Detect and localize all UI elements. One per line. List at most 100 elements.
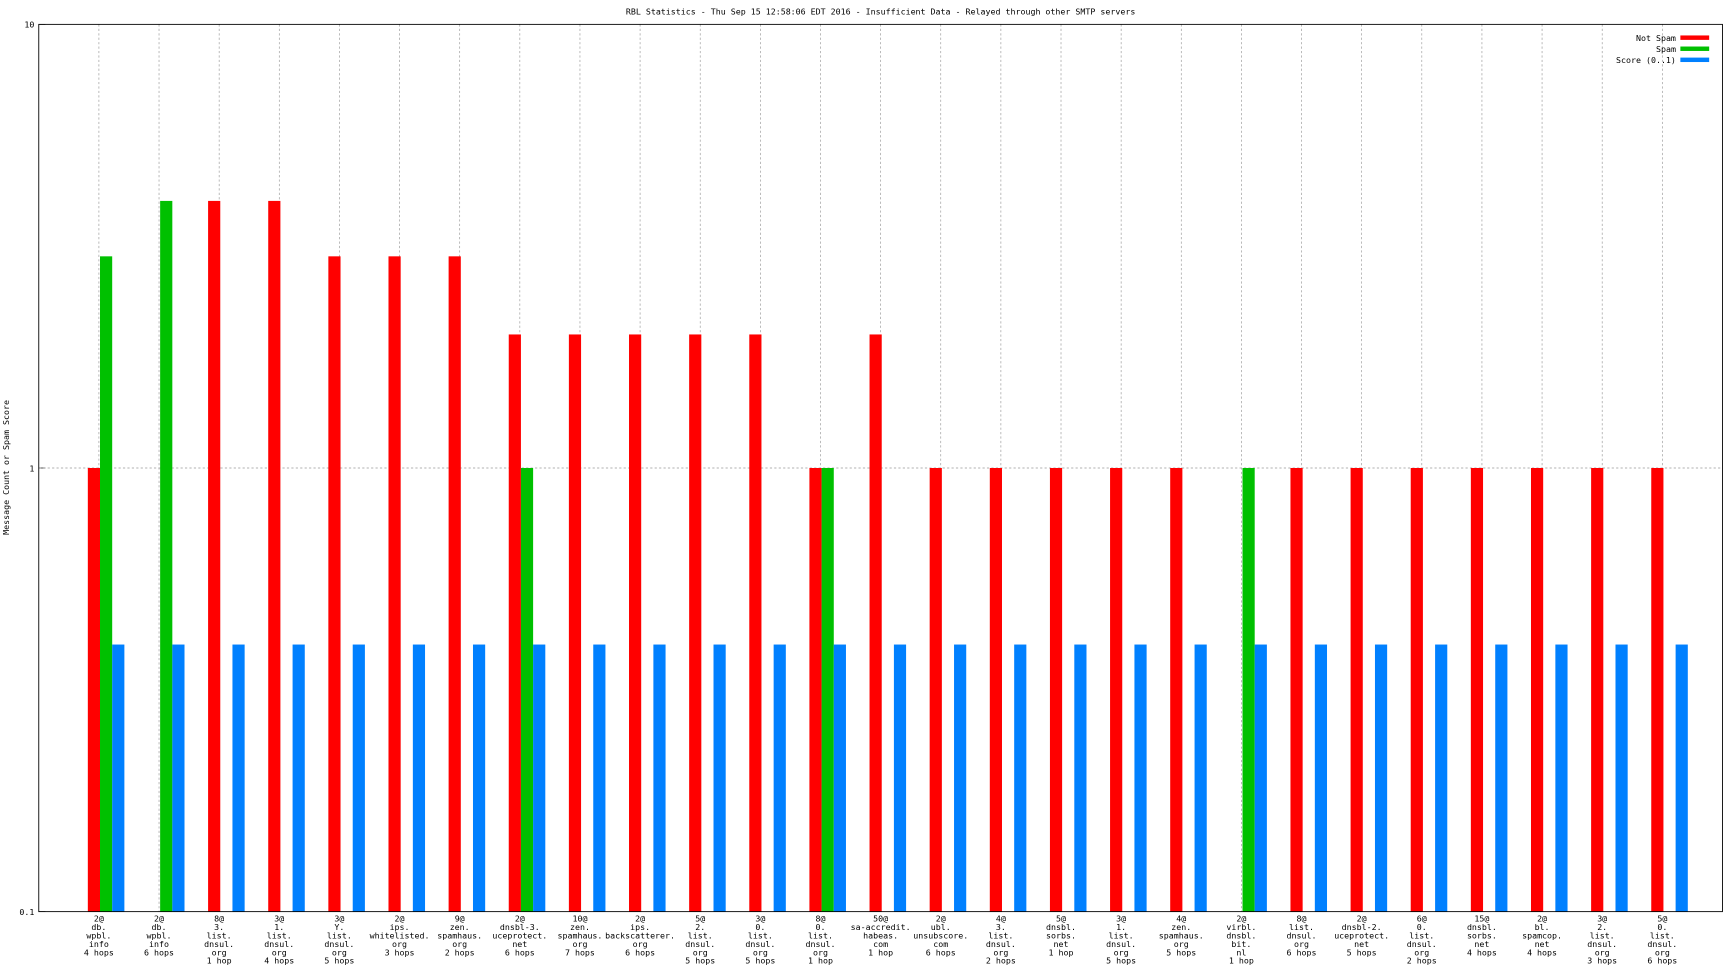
x-tick-label: dnsbl. [1046,922,1076,932]
x-tick-label: 2@ [936,914,946,924]
x-tick-label: list. [327,930,352,940]
x-tick-label: 4 hops [84,947,114,957]
bar [1194,644,1207,912]
bar [520,468,534,912]
plot-border [38,23,1723,913]
x-tick-label: 1 hop [1229,956,1254,966]
x-tick-label: 4 hops [1527,947,1557,957]
bar [593,644,606,912]
x-tick-label: sa-accredit. [851,922,911,932]
x-tick-label: 6 hops [144,947,174,957]
x-tick-label: list. [808,930,833,940]
x-tick-label: 2 hops [445,947,475,957]
x-tick-label: 8@ [214,914,224,924]
bar [1350,468,1363,912]
x-tick-label: 1 hop [207,956,232,966]
x-tick-label: list. [1409,930,1434,940]
bar [160,200,173,912]
y-tick-label: 0.1 [19,907,34,917]
x-tick-label: dnsul. [745,939,775,949]
x-tick-label: dnsul. [1587,939,1617,949]
bar [1170,468,1183,912]
bar [87,468,101,912]
bar [1495,644,1508,912]
x-tick-label: org [392,939,407,949]
x-tick-label: 0. [815,922,825,932]
bar [1242,468,1255,912]
x-tick-label: dnsul. [324,939,354,949]
x-tick-label: org [1114,947,1129,957]
x-tick-label: dnsul. [1106,939,1136,949]
x-tick-label: 3 hops [1587,956,1617,966]
x-tick-label: net [1535,939,1550,949]
bar [172,644,185,912]
bar [1470,468,1484,912]
bar [388,256,401,912]
x-tick-label: 50@ [873,914,888,924]
x-tick-label: 6 hops [926,947,956,957]
chart-title: RBL Statistics - Thu Sep 15 12:58:06 EDT… [626,6,1136,16]
legend-swatch [1680,57,1710,63]
x-tick-label: wpbl. [147,930,172,940]
x-tick-label: dnsul. [805,939,835,949]
x-tick-label: spamhaus. [437,930,482,940]
x-tick-label: 10@ [572,914,587,924]
bar [954,644,967,912]
x-tick-label: dnsbl-3. [500,922,540,932]
x-tick-label: 2 hops [1407,956,1437,966]
legend-label: Not Spam [1636,33,1676,43]
x-tick-label: sorbs. [1467,930,1497,940]
x-tick-label: 4@ [996,914,1006,924]
x-tick-label: 6 hops [505,947,535,957]
bar [749,334,762,912]
x-tick-label: spamhaus. [557,930,602,940]
x-tick-label: 7 hops [565,947,595,957]
x-tick-label: list. [1109,930,1134,940]
bar [989,468,1002,912]
x-tick-label: 4@ [1176,914,1186,924]
x-tick-label: org [212,947,227,957]
x-tick-label: zen. [570,922,590,932]
x-tick-label: ubl. [931,922,951,932]
x-tick-label: org [452,939,467,949]
x-tick-label: db. [152,922,167,932]
x-tick-label: 5 hops [745,956,775,966]
x-tick-label: 2@ [94,914,104,924]
bar [533,644,546,912]
x-tick-label: 2. [695,922,705,932]
x-tick-label: 2@ [1357,914,1367,924]
x-tick-label: 6@ [1417,914,1427,924]
bar [1530,468,1544,912]
x-tick-label: ips. [390,922,410,932]
x-tick-label: list. [1650,930,1675,940]
x-tick-label: 3 hops [385,947,415,957]
x-tick-label: 5 hops [1106,956,1136,966]
bar [893,644,907,912]
x-tick-label: org [813,947,828,957]
x-tick-label: 2 hops [986,956,1016,966]
x-tick-label: list. [988,930,1013,940]
x-tick-label: dnsul. [1407,939,1437,949]
bar [268,200,281,912]
x-tick-label: list. [688,930,713,940]
x-tick-label: 6 hops [1287,947,1317,957]
bar [821,468,834,912]
bar [568,334,582,912]
x-tick-label: 6 hops [1647,956,1677,966]
bar [328,256,341,912]
bar [100,256,113,912]
x-tick-label: 5 hops [324,956,354,966]
x-tick-label: 0. [1657,922,1667,932]
bar [208,200,221,912]
x-tick-label: net [1054,939,1069,949]
x-tick-label: dnsul. [264,939,294,949]
x-tick-label: 1 hop [868,947,893,957]
x-tick-label: list. [1289,922,1314,932]
bar [1435,644,1448,912]
x-tick-label: ips. [630,922,650,932]
legend-label: Spam [1656,44,1676,54]
x-tick-label: uceprotect. [1334,930,1389,940]
